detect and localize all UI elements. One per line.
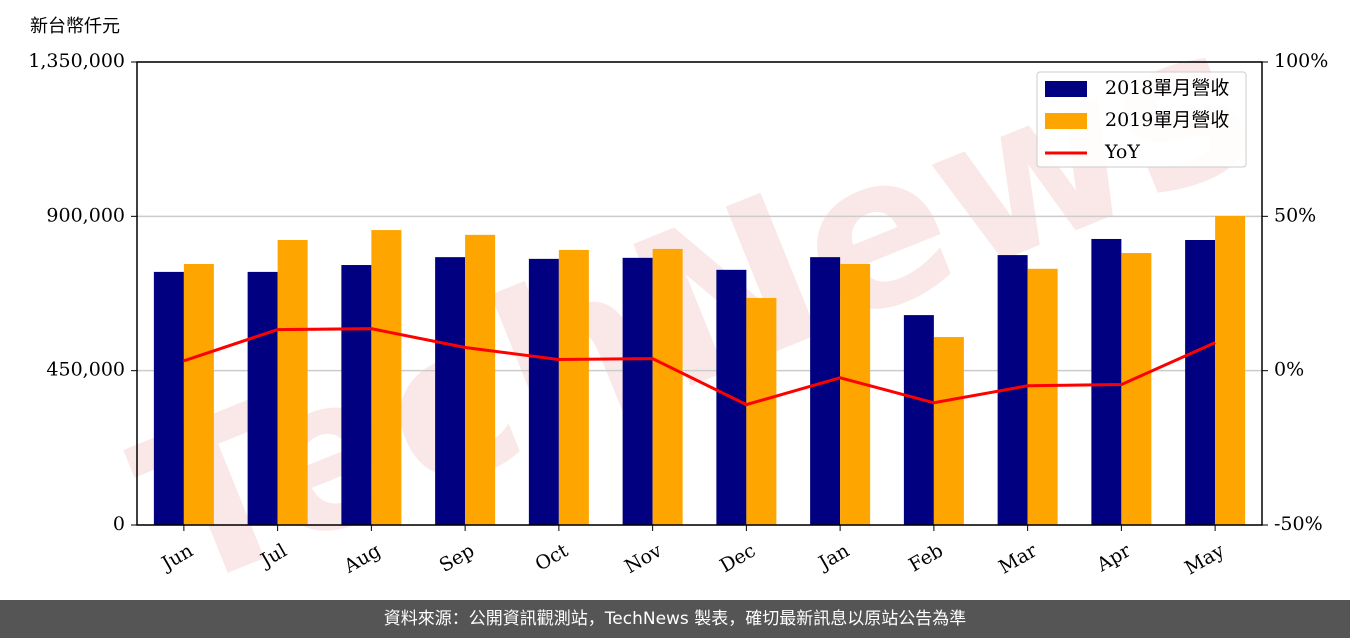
bar [558,249,589,525]
y-tick-label: 1,350,000 [28,50,125,72]
legend-box [1036,71,1247,168]
bar [371,230,402,525]
bar [933,337,964,525]
bar [810,257,841,525]
bar [341,265,372,525]
bar [465,234,496,525]
legend-label: 2018單月營收 [1105,77,1229,99]
bar [277,239,308,525]
bar [435,257,466,525]
legend-label: 2019單月營收 [1105,109,1229,131]
y2-tick-label: -50% [1274,513,1323,535]
bar [746,297,777,525]
chart: 新台幣仟元 TechNews 0450,000900,0001,350,000-… [28,0,1328,638]
plot-frame [136,61,1263,526]
x-tick-label: Jan [813,540,853,576]
x-tick-label: Nov [621,539,666,578]
x-tick-label: May [1181,539,1228,579]
y2-tick-label: 0% [1274,359,1304,381]
bar [1215,215,1246,526]
bar [1091,238,1122,526]
footer: 資料來源：公開資訊觀測站，TechNews 製表，確切最新訊息以原站公告為準 [0,600,1350,638]
bar [1121,253,1152,525]
x-tick-label: Oct [532,539,573,575]
bar [652,248,683,526]
legend-label: YoY [1104,141,1140,163]
legend-swatch [1045,81,1087,97]
x-tick-label: Feb [905,540,947,577]
y-axis-label: 新台幣仟元 [30,16,120,37]
bar [622,257,653,525]
bar [183,264,214,525]
x-tick-label: Mar [995,539,1041,578]
bar [903,315,934,525]
y-tick-label: 450,000 [46,359,125,381]
y2-tick-label: 50% [1274,204,1316,226]
y-tick-label: 0 [113,513,125,535]
x-tick-label: Sep [436,540,479,577]
bar [528,258,559,525]
legend-swatch [1045,113,1087,129]
x-tick-label: Dec [716,540,759,578]
y-tick-label: 900,000 [46,204,125,226]
bar [247,271,278,525]
yoy-line [183,327,1216,407]
bar [840,264,871,525]
bar [153,271,184,525]
y2-tick-label: 100% [1274,50,1328,72]
x-tick-label: Apr [1092,539,1135,576]
bar [1027,268,1058,525]
bar [1185,239,1216,525]
